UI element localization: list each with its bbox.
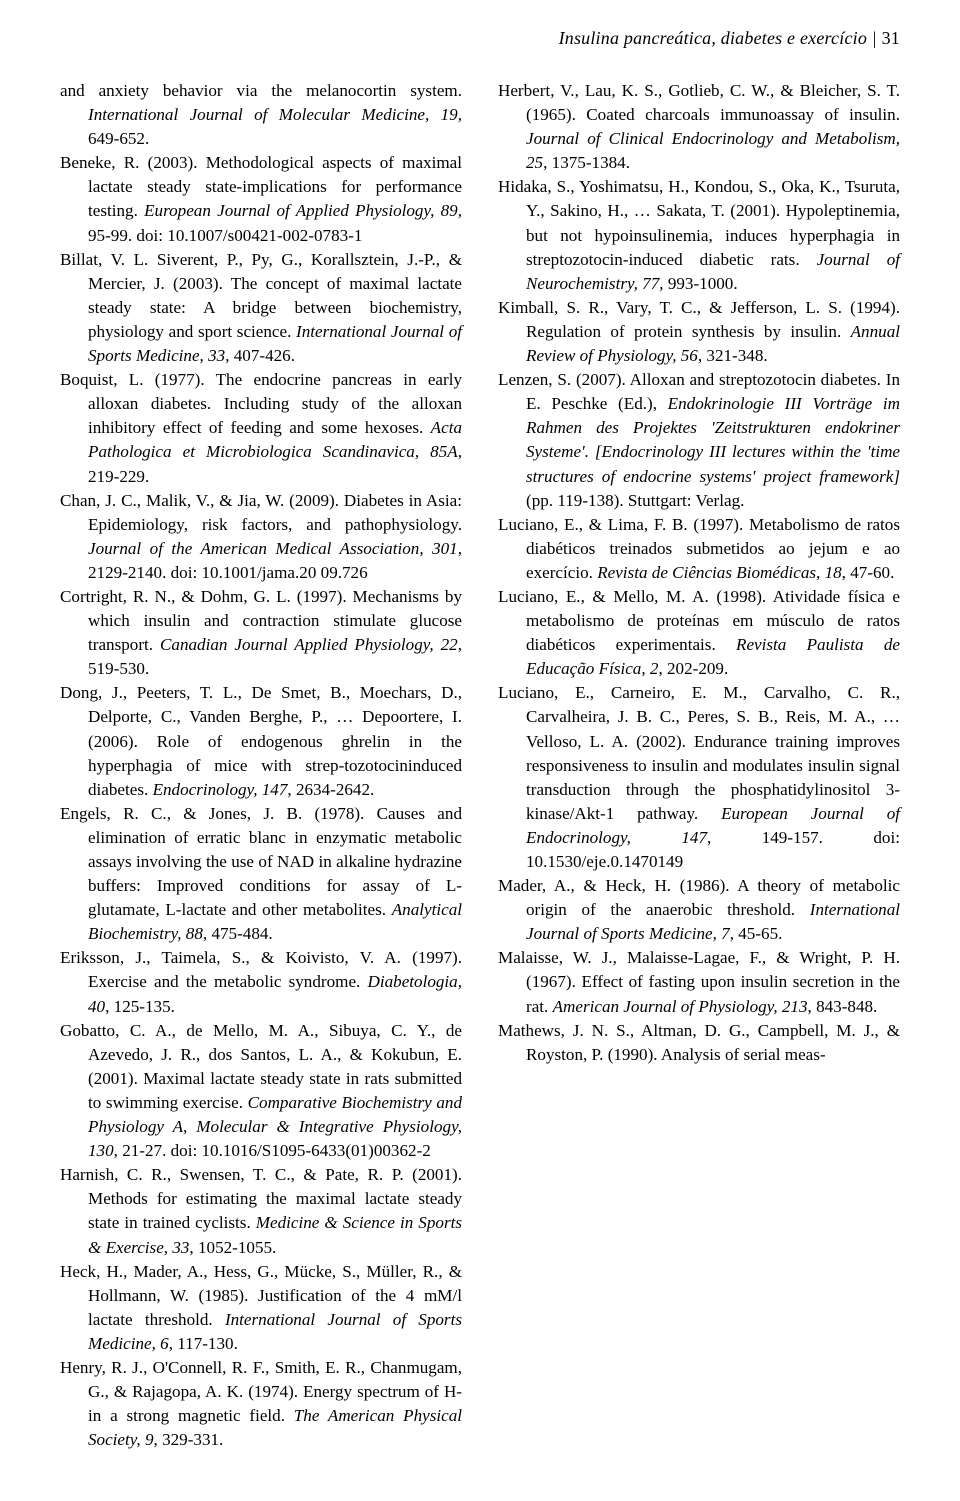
reference-entry: Eriksson, J., Taimela, S., & Koivisto, V… — [60, 946, 462, 1018]
reference-entry: Luciano, E., & Lima, F. B. (1997). Metab… — [498, 513, 900, 585]
page-number: 31 — [882, 28, 900, 48]
reference-entry: and anxiety behavior via the melanocorti… — [60, 79, 462, 151]
reference-entry: Gobatto, C. A., de Mello, M. A., Sibuya,… — [60, 1019, 462, 1164]
running-head: Insulina pancreática, diabetes e exercíc… — [60, 28, 900, 49]
reference-entry: Mader, A., & Heck, H. (1986). A theory o… — [498, 874, 900, 946]
reference-entry: Heck, H., Mader, A., Hess, G., Mücke, S.… — [60, 1260, 462, 1356]
reference-entry: Beneke, R. (2003). Methodological aspect… — [60, 151, 462, 247]
reference-entry: Harnish, C. R., Swensen, T. C., & Pate, … — [60, 1163, 462, 1259]
reference-entry: Cortright, R. N., & Dohm, G. L. (1997). … — [60, 585, 462, 681]
reference-entry: Billat, V. L. Siverent, P., Py, G., Kora… — [60, 248, 462, 368]
running-title: Insulina pancreática, diabetes e exercíc… — [559, 28, 867, 48]
reference-entry: Luciano, E., Carneiro, E. M., Carvalho, … — [498, 681, 900, 874]
reference-entry: Mathews, J. N. S., Altman, D. G., Campbe… — [498, 1019, 900, 1067]
reference-entry: Boquist, L. (1977). The endocrine pancre… — [60, 368, 462, 488]
reference-entry: Engels, R. C., & Jones, J. B. (1978). Ca… — [60, 802, 462, 947]
reference-entry: Luciano, E., & Mello, M. A. (1998). Ativ… — [498, 585, 900, 681]
reference-entry: Dong, J., Peeters, T. L., De Smet, B., M… — [60, 681, 462, 801]
reference-entry: Chan, J. C., Malik, V., & Jia, W. (2009)… — [60, 489, 462, 585]
page-container: Insulina pancreática, diabetes e exercíc… — [0, 0, 960, 1501]
reference-entry: Kimball, S. R., Vary, T. C., & Jefferson… — [498, 296, 900, 368]
running-separator: | — [872, 28, 882, 48]
reference-entry: Hidaka, S., Yoshimatsu, H., Kondou, S., … — [498, 175, 900, 295]
reference-entry: Malaisse, W. J., Malaisse-Lagae, F., & W… — [498, 946, 900, 1018]
references-columns: and anxiety behavior via the melanocorti… — [60, 79, 900, 1461]
reference-entry: Lenzen, S. (2007). Alloxan and streptozo… — [498, 368, 900, 513]
reference-entry: Henry, R. J., O'Connell, R. F., Smith, E… — [60, 1356, 462, 1452]
reference-entry: Herbert, V., Lau, K. S., Gotlieb, C. W.,… — [498, 79, 900, 175]
